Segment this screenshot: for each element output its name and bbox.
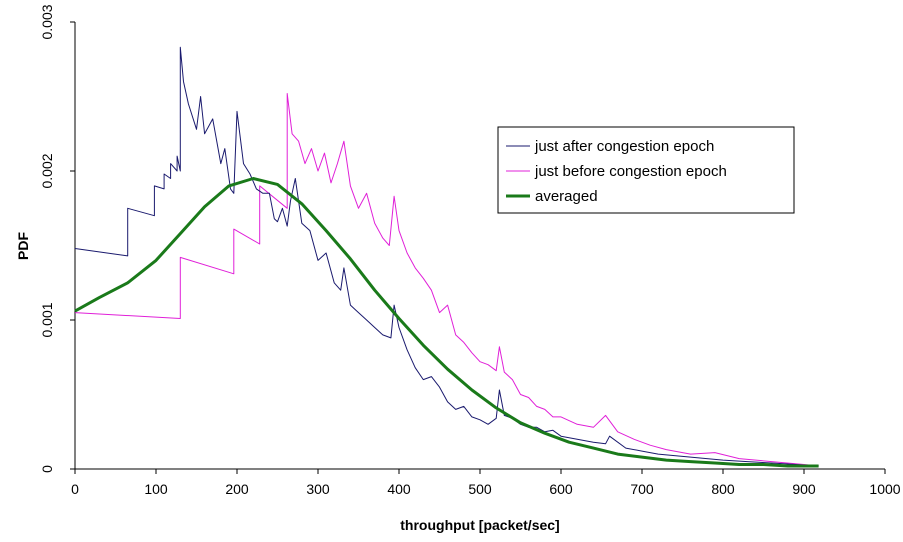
y-tick-label: 0.001 — [39, 302, 55, 337]
x-tick-label: 900 — [792, 481, 816, 497]
legend-label-before: just before congestion epoch — [534, 163, 727, 180]
y-tick-label: 0 — [39, 465, 55, 473]
y-ticks: 0 0.001 0.002 0.003 — [39, 4, 75, 473]
series-line-before-epoch — [74, 93, 819, 467]
series-line-averaged — [74, 177, 819, 468]
x-tick-label: 700 — [630, 481, 654, 497]
y-tick-label: 0.003 — [39, 4, 55, 39]
series-layer — [74, 46, 819, 468]
y-tick-label: 0.002 — [39, 153, 55, 188]
x-ticks: 0 100 200 300 400 500 600 700 800 900 1000 — [71, 469, 901, 497]
axes — [74, 22, 885, 470]
x-tick-label: 300 — [306, 481, 330, 497]
legend-label-averaged: averaged — [535, 188, 598, 205]
x-tick-label: 400 — [387, 481, 411, 497]
legend-label-after: just after congestion epoch — [534, 138, 714, 155]
x-axis-title: throughput [packet/sec] — [400, 517, 559, 533]
legend: just after congestion epoch just before … — [497, 126, 795, 214]
x-tick-label: 1000 — [869, 481, 900, 497]
x-tick-label: 100 — [144, 481, 168, 497]
x-tick-label: 200 — [225, 481, 249, 497]
y-axis-title: PDF — [15, 232, 31, 260]
series-line-after-epoch — [74, 46, 819, 467]
x-tick-label: 600 — [549, 481, 573, 497]
x-tick-label: 500 — [468, 481, 492, 497]
x-tick-label: 800 — [711, 481, 735, 497]
legend-box — [497, 126, 795, 214]
x-tick-label: 0 — [71, 481, 79, 497]
